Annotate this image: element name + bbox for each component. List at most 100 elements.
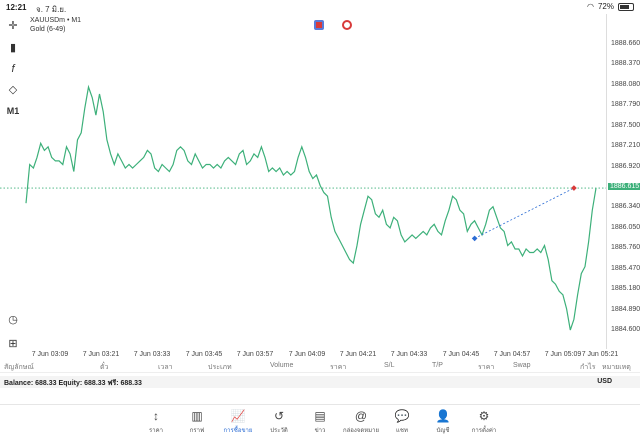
gear-icon: ⚙ xyxy=(478,409,490,423)
price-scale: 1888.660 1888.370 1888.080 1887.790 1887.500… xyxy=(606,14,640,349)
current-price-label: 1886.615 xyxy=(608,183,640,191)
price-tick-label: 1887.500 xyxy=(611,121,640,129)
price-tick-label: 1885.470 xyxy=(611,264,640,272)
time-tick-label: 7 Jun 05:21 xyxy=(581,351,619,358)
bottom-nav: ↕ ราคา ▥ กราฟ 📈 การซื้อขาย ↺ ประวัติ ▤ ข่าว @ กล่อง… xyxy=(0,404,640,447)
price-series-line xyxy=(25,84,597,331)
time-tick-label: 7 Jun 04:09 xyxy=(288,351,326,358)
battery-icon xyxy=(618,2,634,11)
time-tick-label: 7 Jun 04:45 xyxy=(442,351,480,358)
price-tick-label: 1888.660 xyxy=(611,40,640,47)
table-column-header[interactable]: เวลา xyxy=(158,364,173,371)
table-column-header[interactable]: Swap xyxy=(513,362,531,369)
date: จ. 7 มิ.ย. xyxy=(36,5,67,14)
nav-item-history[interactable]: ↺ ประวัติ xyxy=(259,409,299,435)
nav-item-chat[interactable]: 💬 แชท xyxy=(382,409,422,435)
nav-item-charts[interactable]: ▥ กราฟ xyxy=(177,409,217,435)
symbol-info: XAUUSDm • M1 Gold (6-49) xyxy=(30,16,81,34)
chart-line-icon: 📈 xyxy=(230,409,246,423)
new-order-icon[interactable]: ⊞ xyxy=(8,337,18,350)
time-tick-label: 7 Jun 03:57 xyxy=(236,351,274,358)
nav-item-label: ประวัติ xyxy=(270,428,288,434)
time-tick-label: 7 Jun 04:57 xyxy=(493,351,531,358)
table-column-header[interactable]: กำไร xyxy=(580,364,596,371)
time-tick-label: 7 Jun 05:09 xyxy=(544,351,582,358)
table-column-header[interactable]: ประเภท xyxy=(208,364,232,371)
balance-text: Balance: 688.33 Equity: 688.33 ฟรี: 688.… xyxy=(4,380,142,387)
time-tick-label: 7 Jun 03:33 xyxy=(133,351,171,358)
nav-item-settings[interactable]: ⚙ การตั้งค่า xyxy=(464,409,504,435)
chart-badges xyxy=(314,20,352,30)
nav-item-accounts[interactable]: 👤 บัญชี xyxy=(423,409,463,435)
status-icons: ◠ 72% xyxy=(587,2,634,11)
table-column-header[interactable]: S/L xyxy=(384,362,395,369)
price-tick-label: 1886.050 xyxy=(611,223,640,231)
chat-icon: 💬 xyxy=(394,409,410,423)
indicator-icon[interactable]: f xyxy=(11,63,15,75)
chart-area[interactable]: ✛ ▮ f ◇ M1 ◷ ⊞ XAUUSDm • M1 Gold (6-49) … xyxy=(0,14,640,358)
time-tick-label: 7 Jun 03:21 xyxy=(82,351,120,358)
user-icon: 👤 xyxy=(435,409,451,423)
clock-icon[interactable]: ◷ xyxy=(8,313,18,326)
chart-toolbar: ✛ ▮ f ◇ M1 ◷ ⊞ xyxy=(0,14,26,350)
nav-item-label: การซื้อขาย xyxy=(223,428,253,434)
nav-item-label: ราคา xyxy=(149,428,163,434)
nav-item-news[interactable]: ▤ ข่าว xyxy=(300,409,340,435)
signal-badge-icon[interactable] xyxy=(342,20,352,30)
time-tick-label: 7 Jun 03:09 xyxy=(31,351,69,358)
arrows-icon: ↕ xyxy=(153,409,159,423)
crosshair-icon[interactable]: ✛ xyxy=(8,19,18,32)
wifi-icon: ◠ xyxy=(587,2,594,11)
objects-icon[interactable]: ◇ xyxy=(8,83,18,96)
trade-table-header: สัญลักษณ์ ตั๋ว เวลา ประเภท Volume ราคา S/L T/P ร… xyxy=(0,361,640,373)
table-column-header[interactable]: ตั๋ว xyxy=(100,364,109,371)
price-tick-label: 1884.600 xyxy=(611,326,640,333)
table-column-header[interactable]: ราคา xyxy=(330,364,347,371)
price-tick-label: 1885.760 xyxy=(611,244,640,252)
table-column-header[interactable]: สัญลักษณ์ xyxy=(4,364,34,371)
time-tick-label: 7 Jun 04:33 xyxy=(390,351,428,358)
table-column-header[interactable]: หมายเหตุ xyxy=(602,364,631,371)
price-tick-label: 1887.210 xyxy=(611,142,640,150)
time-tick-label: 7 Jun 03:45 xyxy=(185,351,223,358)
trade-entry-marker xyxy=(471,235,478,242)
nav-item-trade[interactable]: 📈 การซื้อขาย xyxy=(218,409,258,435)
price-tick-label: 1886.920 xyxy=(611,162,640,170)
price-chart[interactable] xyxy=(0,14,606,349)
battery-percent: 72% xyxy=(597,2,614,11)
table-column-header[interactable]: Volume xyxy=(270,362,294,369)
price-tick-label: 1888.370 xyxy=(611,60,640,68)
indicator-line: Gold (6-49) xyxy=(30,26,66,33)
nav-item-label: บัญชี xyxy=(436,428,450,434)
status-bar: 12:21 จ. 7 มิ.ย. ◠ 72% xyxy=(0,0,640,14)
candles-icon[interactable]: ▮ xyxy=(9,41,17,54)
price-tick-label: 1884.890 xyxy=(611,305,640,313)
symbol-line: XAUUSDm • M1 xyxy=(30,17,82,24)
nav-item-mailbox[interactable]: @ กล่องจดหมาย xyxy=(341,409,381,435)
nav-item-label: กล่องจดหมาย xyxy=(342,428,380,434)
trade-exit-marker xyxy=(571,185,577,191)
candles-icon: ▥ xyxy=(191,409,203,423)
nav-item-quotes[interactable]: ↕ ราคา xyxy=(136,409,176,435)
table-column-header[interactable]: ราคา xyxy=(478,364,495,371)
table-column-header[interactable]: T/P xyxy=(432,362,443,369)
clock: 12:21 xyxy=(6,3,27,12)
timeframe-button[interactable]: M1 xyxy=(6,106,20,116)
time-axis: 7 Jun 03:09 7 Jun 03:21 7 Jun 03:33 7 Jun 0… xyxy=(0,349,619,361)
balance-bar: Balance: 688.33 Equity: 688.33 ฟรี: 688.… xyxy=(0,376,640,388)
trade-badge-icon[interactable] xyxy=(314,20,324,30)
history-icon: ↺ xyxy=(273,409,285,423)
price-tick-label: 1888.080 xyxy=(611,80,640,88)
balance-currency: USD xyxy=(597,378,612,385)
price-tick-label: 1885.180 xyxy=(611,285,640,293)
price-tick-label: 1887.790 xyxy=(611,101,640,109)
at-icon: @ xyxy=(354,409,368,423)
news-icon: ▤ xyxy=(314,409,326,423)
nav-item-label: การตั้งค่า xyxy=(471,428,497,434)
trade-connector-line xyxy=(474,187,575,239)
nav-item-label: แชท xyxy=(396,428,408,434)
price-tick-label: 1886.340 xyxy=(611,203,640,211)
nav-item-label: กราฟ xyxy=(189,428,205,434)
nav-item-label: ข่าว xyxy=(314,428,326,434)
time-tick-label: 7 Jun 04:21 xyxy=(339,351,377,358)
